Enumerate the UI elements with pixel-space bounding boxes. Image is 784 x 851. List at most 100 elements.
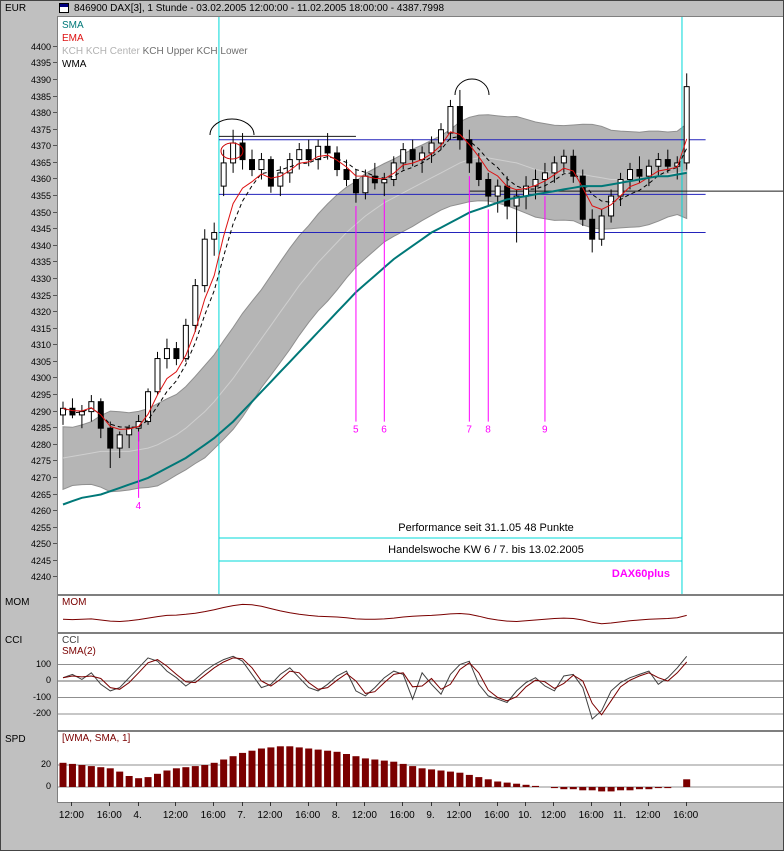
- spd-canvas[interactable]: [58, 732, 784, 802]
- price-tick-mark: [53, 377, 57, 379]
- mom-canvas[interactable]: [58, 596, 784, 632]
- price-tick-mark: [53, 45, 57, 47]
- candle-body: [485, 178, 492, 197]
- mom-panel[interactable]: MOM: [57, 595, 784, 633]
- brand-label: DAX60plus: [612, 568, 670, 580]
- cci-legend-line2: SMA(2): [62, 646, 96, 657]
- time-tick-mark: [591, 802, 593, 806]
- price-tick-label: 4270: [30, 472, 51, 483]
- price-tick-label: 4255: [30, 522, 51, 533]
- candle-body: [598, 215, 605, 240]
- time-tick-label: 12:00: [162, 810, 188, 821]
- spd-bar: [87, 766, 95, 787]
- spd-bar: [569, 787, 577, 790]
- spd-bar: [220, 759, 228, 787]
- time-tick-mark: [430, 802, 432, 806]
- spd-bar: [598, 787, 606, 792]
- candle-body: [154, 358, 161, 393]
- cci-canvas[interactable]: [58, 634, 784, 730]
- spd-bar: [465, 774, 473, 787]
- candle-body: [579, 175, 586, 220]
- price-tick-mark: [53, 493, 57, 495]
- candle-body: [428, 142, 435, 154]
- candle-body: [494, 185, 501, 197]
- main-chart-plot[interactable]: 4 5 6 7 8 9 Performance seit 31.1.05 48 Punkte…: [57, 16, 784, 595]
- price-tick-mark: [53, 543, 57, 545]
- spd-bar: [154, 773, 161, 787]
- spd-bar: [683, 779, 691, 787]
- spd-bar: [248, 750, 256, 787]
- time-tick-mark: [525, 802, 527, 806]
- time-tick-label: 12:00: [635, 810, 661, 821]
- candle-body: [60, 407, 66, 416]
- candle-body: [78, 411, 85, 416]
- candle-body: [324, 145, 331, 154]
- price-tick-mark: [53, 344, 57, 346]
- price-tick-label: 4360: [30, 174, 51, 185]
- candle-body: [532, 178, 539, 187]
- price-tick-label: 4315: [30, 323, 51, 334]
- annotation-arc: [454, 78, 490, 96]
- signal-label: 6: [381, 425, 387, 436]
- price-tick-label: 4395: [30, 58, 51, 69]
- price-tick-mark: [53, 178, 57, 180]
- price-tick-label: 4275: [30, 456, 51, 467]
- spd-bar: [267, 747, 275, 787]
- candle-body: [296, 149, 303, 161]
- cci-panel-label: CCI: [5, 635, 23, 646]
- candle-body: [249, 159, 255, 171]
- signal-label: 7: [466, 425, 472, 436]
- price-tick-mark: [53, 128, 57, 130]
- legend-item: EMA: [62, 32, 248, 45]
- cci-tick-label: 100: [35, 658, 51, 669]
- spd-bar: [343, 754, 350, 787]
- spd-bar: [645, 787, 653, 790]
- time-tick-mark: [553, 802, 555, 806]
- candle-body: [438, 129, 444, 144]
- trading-week-note: Handelswoche KW 6 / 7. bis 13.02.2005: [388, 544, 584, 556]
- candle-body: [88, 401, 95, 413]
- candle-body: [466, 139, 473, 164]
- spd-bar: [314, 749, 322, 787]
- spd-tick-label: 0: [45, 781, 51, 791]
- time-tick-label: 16:00: [295, 810, 321, 821]
- time-tick-label: 10.: [518, 810, 532, 821]
- price-tick-label: 4380: [30, 108, 51, 119]
- price-tick-mark: [53, 460, 57, 462]
- cci-legend-line1: CCI: [62, 635, 80, 646]
- candle-body: [589, 218, 596, 240]
- time-tick-mark: [364, 802, 366, 806]
- time-tick-mark: [647, 802, 649, 806]
- price-axis: 4400 4395 4390 4385 4380 4375 4370 4365 4360 4355…: [1, 16, 57, 593]
- time-tick-mark: [175, 802, 177, 806]
- mom-line: [62, 603, 687, 625]
- candle-body: [541, 172, 548, 180]
- cci-panel[interactable]: CCI SMA(2): [57, 633, 784, 731]
- candle-body: [655, 159, 662, 167]
- price-tick-label: 4245: [30, 555, 51, 566]
- price-tick-label: 4260: [30, 506, 51, 517]
- time-tick-label: 16:00: [96, 810, 122, 821]
- time-tick-mark: [213, 802, 215, 806]
- spd-bar: [513, 783, 521, 787]
- wma-line: [62, 135, 688, 428]
- spd-bar: [475, 777, 483, 787]
- time-tick-label: 4.: [133, 810, 142, 821]
- spd-bar: [116, 771, 124, 787]
- time-tick-label: 11.: [612, 810, 627, 821]
- price-tick-mark: [53, 559, 57, 561]
- spd-bar: [579, 787, 587, 791]
- main-chart-canvas[interactable]: 4 5 6 7 8 9 Performance seit 31.1.05 48 Punkte…: [58, 17, 784, 594]
- spd-panel[interactable]: [WMA, SMA, 1]: [57, 731, 784, 803]
- spd-bar: [522, 784, 530, 787]
- candle-body: [267, 159, 274, 187]
- time-tick-label: 12:00: [351, 810, 377, 821]
- chart-titlebar[interactable]: 846900 DAX[3], 1 Stunde - 03.02.2005 12:…: [57, 1, 783, 16]
- time-tick-label: 12:00: [540, 810, 566, 821]
- time-tick-mark: [241, 802, 243, 806]
- time-tick-mark: [269, 802, 271, 806]
- price-tick-label: 4265: [30, 489, 51, 500]
- spd-bar: [380, 760, 388, 787]
- spd-bar: [664, 787, 672, 789]
- price-tick-mark: [53, 112, 57, 114]
